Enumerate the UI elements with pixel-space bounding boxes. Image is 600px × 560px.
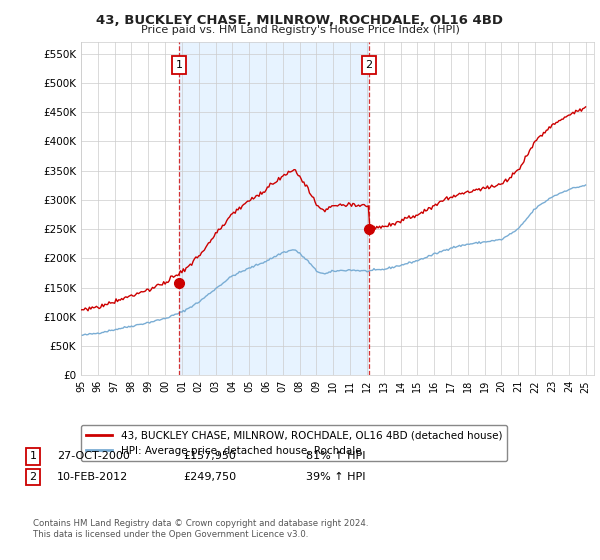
Text: Contains HM Land Registry data © Crown copyright and database right 2024.
This d: Contains HM Land Registry data © Crown c…	[33, 520, 368, 539]
Text: 1: 1	[175, 60, 182, 71]
Text: 1: 1	[29, 451, 37, 461]
Text: 2: 2	[29, 472, 37, 482]
Text: Price paid vs. HM Land Registry's House Price Index (HPI): Price paid vs. HM Land Registry's House …	[140, 25, 460, 35]
Text: 2: 2	[365, 60, 373, 71]
Text: 43, BUCKLEY CHASE, MILNROW, ROCHDALE, OL16 4BD: 43, BUCKLEY CHASE, MILNROW, ROCHDALE, OL…	[97, 14, 503, 27]
Text: 81% ↑ HPI: 81% ↑ HPI	[306, 451, 365, 461]
Text: £157,950: £157,950	[183, 451, 236, 461]
Text: £249,750: £249,750	[183, 472, 236, 482]
Legend: 43, BUCKLEY CHASE, MILNROW, ROCHDALE, OL16 4BD (detached house), HPI: Average pr: 43, BUCKLEY CHASE, MILNROW, ROCHDALE, OL…	[81, 426, 508, 461]
Text: 39% ↑ HPI: 39% ↑ HPI	[306, 472, 365, 482]
Bar	[179, 42, 369, 375]
Text: 27-OCT-2000: 27-OCT-2000	[57, 451, 130, 461]
Text: 10-FEB-2012: 10-FEB-2012	[57, 472, 128, 482]
